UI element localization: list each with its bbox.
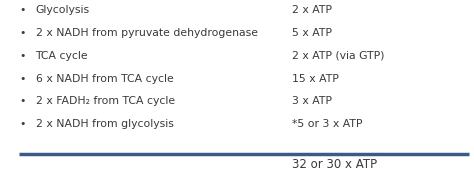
Text: *5 or 3 x ATP: *5 or 3 x ATP xyxy=(292,119,362,129)
Text: 15 x ATP: 15 x ATP xyxy=(292,74,338,84)
Text: 5 x ATP: 5 x ATP xyxy=(292,28,331,38)
Text: •: • xyxy=(19,96,25,106)
Text: •: • xyxy=(19,119,25,129)
Text: 32 or 30 x ATP: 32 or 30 x ATP xyxy=(292,158,377,171)
Text: •: • xyxy=(19,28,25,38)
Text: 3 x ATP: 3 x ATP xyxy=(292,96,331,106)
Text: 2 x NADH from glycolysis: 2 x NADH from glycolysis xyxy=(36,119,173,129)
Text: 2 x ATP: 2 x ATP xyxy=(292,5,331,15)
Text: TCA cycle: TCA cycle xyxy=(36,51,88,61)
Text: 2 x NADH from pyruvate dehydrogenase: 2 x NADH from pyruvate dehydrogenase xyxy=(36,28,257,38)
Text: 6 x NADH from TCA cycle: 6 x NADH from TCA cycle xyxy=(36,74,173,84)
Text: 2 x FADH₂ from TCA cycle: 2 x FADH₂ from TCA cycle xyxy=(36,96,175,106)
Text: •: • xyxy=(19,74,25,84)
Text: 2 x ATP (via GTP): 2 x ATP (via GTP) xyxy=(292,51,384,61)
Text: •: • xyxy=(19,5,25,15)
Text: •: • xyxy=(19,51,25,61)
Text: Glycolysis: Glycolysis xyxy=(36,5,90,15)
